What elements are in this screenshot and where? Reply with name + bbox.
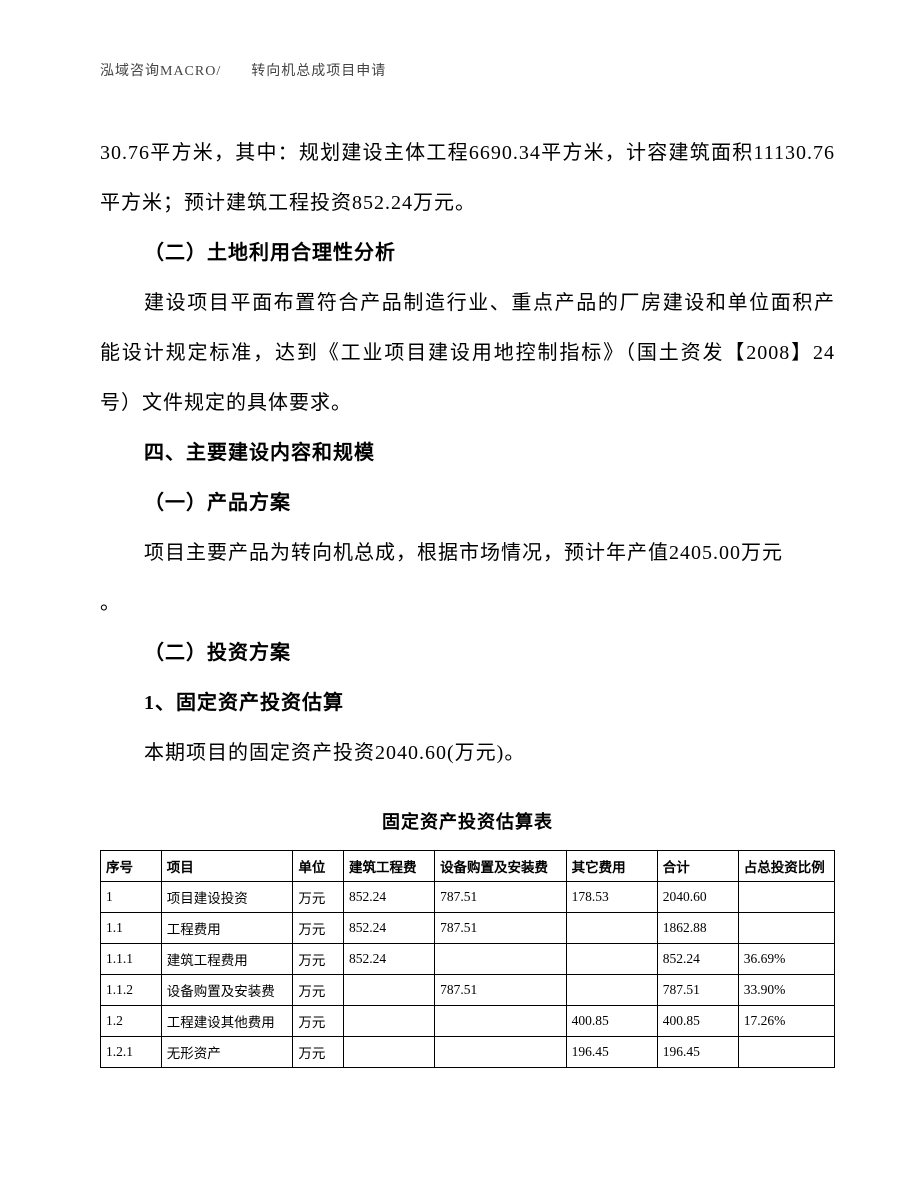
table-row: 1.1.1 建筑工程费用 万元 852.24 852.24 36.69% bbox=[101, 944, 835, 975]
paragraph-1: 30.76平方米，其中：规划建设主体工程6690.34平方米，计容建筑面积111… bbox=[100, 128, 835, 228]
cell: 万元 bbox=[293, 882, 344, 913]
cell bbox=[566, 975, 657, 1006]
cell: 万元 bbox=[293, 944, 344, 975]
subheading-product-plan: （一）产品方案 bbox=[100, 478, 835, 528]
cell: 400.85 bbox=[566, 1006, 657, 1037]
table-title: 固定资产投资估算表 bbox=[100, 808, 835, 834]
cell: 33.90% bbox=[738, 975, 834, 1006]
cell: 787.51 bbox=[657, 975, 738, 1006]
cell: 17.26% bbox=[738, 1006, 834, 1037]
cell bbox=[343, 1006, 434, 1037]
cell: 1 bbox=[101, 882, 162, 913]
page-header: 泓域咨询MACRO/ 转向机总成项目申请 bbox=[100, 60, 835, 80]
cell: 设备购置及安装费 bbox=[161, 975, 293, 1006]
cell: 400.85 bbox=[657, 1006, 738, 1037]
cell bbox=[738, 882, 834, 913]
table-row: 1.2.1 无形资产 万元 196.45 196.45 bbox=[101, 1037, 835, 1068]
cell bbox=[566, 913, 657, 944]
table-header-row: 序号 项目 单位 建筑工程费 设备购置及安装费 其它费用 合计 占总投资比例 bbox=[101, 851, 835, 882]
cell: 178.53 bbox=[566, 882, 657, 913]
cell: 852.24 bbox=[343, 882, 434, 913]
cell bbox=[738, 1037, 834, 1068]
cell bbox=[435, 1006, 567, 1037]
cell bbox=[435, 944, 567, 975]
paragraph-4: 本期项目的固定资产投资2040.60(万元)。 bbox=[100, 728, 835, 778]
cell bbox=[343, 975, 434, 1006]
th-other: 其它费用 bbox=[566, 851, 657, 882]
cell bbox=[343, 1037, 434, 1068]
cell: 852.24 bbox=[657, 944, 738, 975]
cell bbox=[738, 913, 834, 944]
cell: 196.45 bbox=[566, 1037, 657, 1068]
document-body: 30.76平方米，其中：规划建设主体工程6690.34平方米，计容建筑面积111… bbox=[100, 128, 835, 778]
paragraph-2: 建设项目平面布置符合产品制造行业、重点产品的厂房建设和单位面积产能设计规定标准，… bbox=[100, 278, 835, 428]
cell: 项目建设投资 bbox=[161, 882, 293, 913]
cell: 787.51 bbox=[435, 913, 567, 944]
cell: 852.24 bbox=[343, 944, 434, 975]
cell: 工程费用 bbox=[161, 913, 293, 944]
investment-table: 序号 项目 单位 建筑工程费 设备购置及安装费 其它费用 合计 占总投资比例 1… bbox=[100, 850, 835, 1068]
cell: 万元 bbox=[293, 1037, 344, 1068]
th-ratio: 占总投资比例 bbox=[738, 851, 834, 882]
th-seq: 序号 bbox=[101, 851, 162, 882]
th-unit: 单位 bbox=[293, 851, 344, 882]
cell bbox=[435, 1037, 567, 1068]
th-item: 项目 bbox=[161, 851, 293, 882]
cell: 36.69% bbox=[738, 944, 834, 975]
cell: 787.51 bbox=[435, 975, 567, 1006]
cell: 万元 bbox=[293, 975, 344, 1006]
cell: 1.1 bbox=[101, 913, 162, 944]
subheading-investment-plan: （二）投资方案 bbox=[100, 628, 835, 678]
cell: 2040.60 bbox=[657, 882, 738, 913]
paragraph-3a: 项目主要产品为转向机总成，根据市场情况，预计年产值2405.00万元 bbox=[100, 528, 835, 578]
th-total: 合计 bbox=[657, 851, 738, 882]
paragraph-3b: 。 bbox=[100, 578, 835, 628]
cell: 建筑工程费用 bbox=[161, 944, 293, 975]
table-row: 1 项目建设投资 万元 852.24 787.51 178.53 2040.60 bbox=[101, 882, 835, 913]
cell: 1.1.2 bbox=[101, 975, 162, 1006]
table-row: 1.1 工程费用 万元 852.24 787.51 1862.88 bbox=[101, 913, 835, 944]
table-body: 1 项目建设投资 万元 852.24 787.51 178.53 2040.60… bbox=[101, 882, 835, 1068]
cell: 1.2.1 bbox=[101, 1037, 162, 1068]
cell: 787.51 bbox=[435, 882, 567, 913]
table-row: 1.1.2 设备购置及安装费 万元 787.51 787.51 33.90% bbox=[101, 975, 835, 1006]
th-equip: 设备购置及安装费 bbox=[435, 851, 567, 882]
subheading-fixed-asset: 1、固定资产投资估算 bbox=[100, 678, 835, 728]
section-heading-4: 四、主要建设内容和规模 bbox=[100, 428, 835, 478]
cell: 1.2 bbox=[101, 1006, 162, 1037]
cell: 196.45 bbox=[657, 1037, 738, 1068]
subheading-land-use: （二）土地利用合理性分析 bbox=[100, 228, 835, 278]
cell: 852.24 bbox=[343, 913, 434, 944]
cell: 工程建设其他费用 bbox=[161, 1006, 293, 1037]
cell: 无形资产 bbox=[161, 1037, 293, 1068]
cell bbox=[566, 944, 657, 975]
cell: 万元 bbox=[293, 1006, 344, 1037]
cell: 1.1.1 bbox=[101, 944, 162, 975]
cell: 1862.88 bbox=[657, 913, 738, 944]
cell: 万元 bbox=[293, 913, 344, 944]
table-row: 1.2 工程建设其他费用 万元 400.85 400.85 17.26% bbox=[101, 1006, 835, 1037]
th-build: 建筑工程费 bbox=[343, 851, 434, 882]
